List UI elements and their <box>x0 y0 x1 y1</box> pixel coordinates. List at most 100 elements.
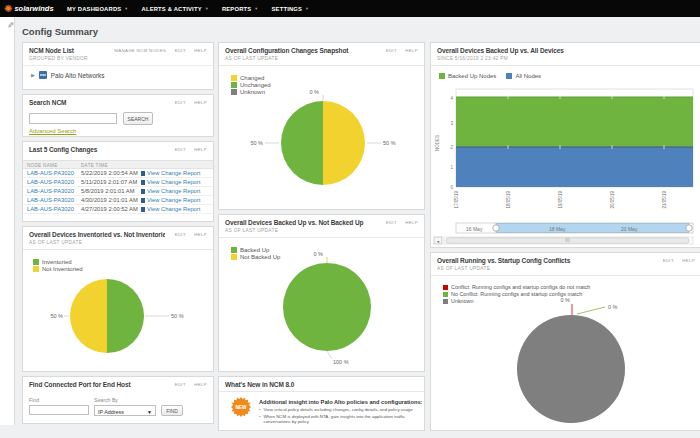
document-icon <box>141 180 145 185</box>
document-icon <box>141 171 145 176</box>
col-node-name: NODE NAME <box>27 163 58 168</box>
table-row: LAB-AUS-PA3020 5/22/2019 2:00:54 AM View… <box>23 169 213 178</box>
chart-scrollbar[interactable]: ◂ <box>434 237 693 244</box>
table-row: LAB-AUS-PA3020 5/11/2019 2:01:07 AM View… <box>23 178 213 187</box>
svg-text:50 %: 50 % <box>383 140 396 146</box>
range-handle-left[interactable] <box>493 225 499 231</box>
range-handle-right[interactable] <box>686 225 692 231</box>
svg-text:50 %: 50 % <box>50 313 63 319</box>
nav-reports[interactable]: REPORTS▼ <box>222 6 259 12</box>
panel-whats-new: What's New in NCM 8.0 NEW Additional ins… <box>218 376 425 431</box>
sun-icon: ✺ <box>4 4 12 14</box>
legend-swatch <box>439 73 445 79</box>
edit-link[interactable]: EDIT <box>175 48 186 53</box>
help-link[interactable]: HELP <box>194 100 207 105</box>
panel-config-changes-snapshot: Overall Configuration Changes Snapshot A… <box>218 42 425 210</box>
node-link[interactable]: LAB-AUS-PA3020 <box>27 197 74 203</box>
svg-text:0: 0 <box>450 185 453 190</box>
node-link[interactable]: LAB-AUS-PA3020 <box>27 188 74 194</box>
svg-text:50 %: 50 % <box>250 140 263 146</box>
view-change-report-link[interactable]: View Change Report <box>147 206 200 212</box>
chart-legend: Backed Up Nodes All Nodes <box>439 73 541 80</box>
svg-text:0 %: 0 % <box>314 251 324 257</box>
edit-link[interactable]: EDIT <box>386 220 397 225</box>
pencil-icon[interactable]: ✎ <box>3 21 14 30</box>
manage-ncm-nodes-link[interactable]: MANAGE NCM NODES <box>114 48 166 53</box>
search-button[interactable]: SEARCH <box>123 112 153 125</box>
nav-settings[interactable]: SETTINGS▼ <box>272 6 310 12</box>
advanced-search-link[interactable]: Advanced Search <box>29 128 76 134</box>
help-link[interactable]: HELP <box>194 382 207 387</box>
svg-text:18/05/19: 18/05/19 <box>506 191 511 209</box>
edit-link[interactable]: EDIT <box>663 258 674 263</box>
backed-up-pie-chart: 0 % 100 % <box>219 243 426 373</box>
panel-subtitle: AS OF LAST UPDATE <box>29 240 207 245</box>
nav-alerts-activity[interactable]: ALERTS & ACTIVITY▼ <box>142 6 209 12</box>
svg-text:18 May: 18 May <box>549 226 566 232</box>
svg-text:20 May: 20 May <box>621 226 638 232</box>
find-button[interactable]: FIND <box>161 405 183 416</box>
document-icon <box>141 189 145 194</box>
document-icon <box>141 207 145 212</box>
panel-backed-up-vs-all: Overall Devices Backed Up vs. All Device… <box>430 42 700 248</box>
range-selector[interactable]: 16 May 18 May 20 May <box>456 223 693 233</box>
y-axis-label: NODES <box>435 135 440 151</box>
panel-find-connected-port: Find Connected Port for End Host EDIT HE… <box>22 376 214 424</box>
node-link[interactable]: LAB-AUS-PA3020 <box>27 206 74 212</box>
panel-subtitle: GROUPED BY VENDOR <box>29 56 207 61</box>
vendor-group-row[interactable]: ▶ Palo Alto Networks <box>23 65 213 79</box>
help-link[interactable]: HELP <box>405 48 418 53</box>
nav-my-dashboards[interactable]: MY DASHBOARDS▼ <box>67 6 129 12</box>
help-link[interactable]: HELP <box>194 147 207 152</box>
svg-text:1: 1 <box>450 165 453 170</box>
chevron-down-icon: ▼ <box>205 6 209 11</box>
view-change-report-link[interactable]: View Change Report <box>147 179 200 185</box>
search-by-select[interactable]: IP Address ▼ <box>94 405 156 416</box>
inventoried-pie-chart: 50 % 50 % <box>23 255 213 371</box>
top-nav: ✺ solarwinds MY DASHBOARDS▼ ALERTS & ACT… <box>0 0 700 17</box>
svg-text:4: 4 <box>450 96 453 101</box>
svg-text:20/05/19: 20/05/19 <box>610 191 615 209</box>
view-change-report-link[interactable]: View Change Report <box>147 188 200 194</box>
chevron-down-icon: ▼ <box>124 6 128 11</box>
search-by-label: Search By <box>94 397 118 403</box>
panel-last-5-config-changes: Last 5 Config Changes EDIT HELP NODE NAM… <box>22 141 214 222</box>
customize-sidebar: ✎ <box>0 17 15 425</box>
edit-link[interactable]: EDIT <box>386 48 397 53</box>
document-icon <box>141 198 145 203</box>
search-input[interactable] <box>29 113 117 124</box>
whats-new-bullet: •When NCM is deployed with NTA, gain ins… <box>259 414 422 424</box>
dropdown-arrow-icon: ▼ <box>147 409 152 415</box>
svg-text:0 %: 0 % <box>608 304 618 310</box>
edit-link[interactable]: EDIT <box>175 147 186 152</box>
scrollbar-thumb[interactable] <box>446 238 689 244</box>
panel-title: What's New in NCM 8.0 <box>225 381 418 388</box>
edit-link[interactable]: EDIT <box>175 382 186 387</box>
vendor-name: Palo Alto Networks <box>51 72 105 79</box>
conflicts-pie-chart: 0 % 0 % <box>431 281 700 432</box>
panel-ncm-node-list: NCM Node List GROUPED BY VENDOR MANAGE N… <box>22 42 214 90</box>
help-link[interactable]: HELP <box>405 220 418 225</box>
svg-text:19/05/19: 19/05/19 <box>558 191 563 209</box>
svg-text:16 May: 16 May <box>466 226 483 232</box>
view-change-report-link[interactable]: View Change Report <box>147 197 200 203</box>
panel-subtitle: AS OF LAST UPDATE <box>225 228 418 233</box>
node-link[interactable]: LAB-AUS-PA3020 <box>27 170 74 176</box>
solarwinds-logo[interactable]: ✺ solarwinds <box>4 4 54 14</box>
chevron-right-icon[interactable]: ▶ <box>31 72 35 78</box>
edit-link[interactable]: EDIT <box>175 100 186 105</box>
new-badge: NEW <box>231 397 251 417</box>
view-change-report-link[interactable]: View Change Report <box>147 170 200 176</box>
help-link[interactable]: HELP <box>682 258 695 263</box>
panel-subtitle: AS OF LAST UPDATE <box>437 266 695 271</box>
panel-subtitle: SINCE 5/16/2019 2:23:42 PM <box>437 56 695 61</box>
find-input[interactable] <box>29 405 89 415</box>
backed-up-area-chart: 0 1 2 3 4 NODES 17/05/19 18/05/19 19/05/… <box>431 83 700 249</box>
help-link[interactable]: HELP <box>194 232 207 237</box>
whats-new-heading: Additional insight into Palo Alto polici… <box>259 399 422 405</box>
svg-text:17/05/19: 17/05/19 <box>454 191 459 209</box>
edit-link[interactable]: EDIT <box>175 232 186 237</box>
help-link[interactable]: HELP <box>194 48 207 53</box>
find-label: Find <box>29 397 39 403</box>
node-link[interactable]: LAB-AUS-PA3020 <box>27 179 74 185</box>
